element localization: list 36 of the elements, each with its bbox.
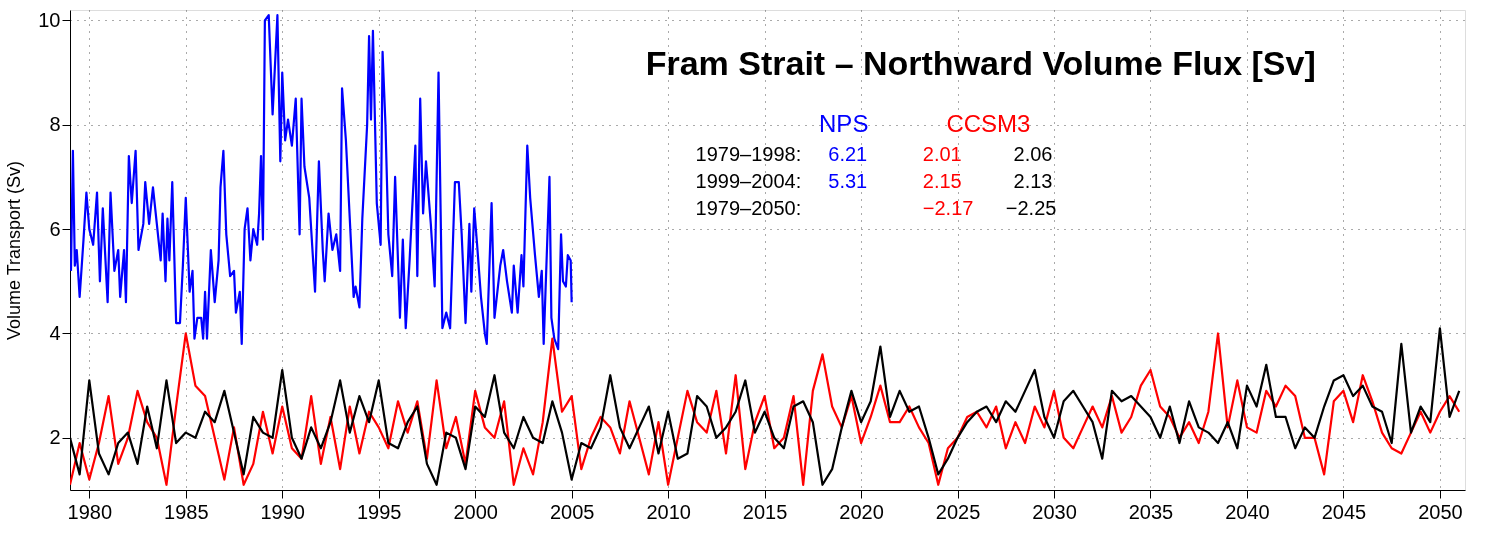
annotation: 1979–2050: (695, 197, 802, 220)
annotation: 1999–2004: (695, 170, 802, 193)
y-tick-label: 8 (49, 113, 61, 136)
text: Fram Strait – Northward Volume Flux [Sv] (645, 44, 1316, 83)
x-tick-label: 1980 (67, 500, 113, 523)
y-tick-label: 10 (38, 8, 61, 31)
x-tick-label: 1995 (356, 500, 402, 523)
annotation: 2.06 (1013, 143, 1053, 166)
x-tick-label: 2020 (839, 500, 884, 523)
y-tick-label: 4 (49, 321, 61, 344)
x-tick-label: 2030 (1032, 500, 1077, 523)
line-series (70, 14, 573, 351)
annotation: −2.17 (922, 197, 974, 220)
x-tick-label: 2010 (646, 500, 691, 523)
annotation: 2.15 (922, 170, 962, 193)
y-tick-label: 6 (49, 217, 61, 240)
text: NPS (819, 109, 869, 137)
x-tick-label: 2025 (935, 500, 981, 523)
x-tick-label: 1985 (164, 500, 209, 523)
x-tick-label: 2045 (1321, 500, 1367, 523)
annotation: 5.31 (828, 170, 868, 193)
text: CCSM3 (946, 109, 1031, 137)
annotation: 2.13 (1013, 170, 1053, 193)
y-tick-label: 2 (49, 426, 61, 449)
annotation: 2.01 (922, 143, 962, 166)
x-tick-label: 2050 (1418, 500, 1463, 523)
x-tick-label: 2040 (1225, 500, 1270, 523)
annotation: 6.21 (828, 143, 868, 166)
x-tick-label: 2005 (549, 500, 595, 523)
x-tick-label: 1990 (260, 500, 305, 523)
annotation: −2.25 (1005, 197, 1057, 220)
y-axis-title: Volume Transport (Sv) (4, 160, 25, 341)
annotation: 1979–1998: (695, 143, 802, 166)
x-tick-label: 2035 (1128, 500, 1174, 523)
x-tick-label: 2000 (453, 500, 498, 523)
x-tick-label: 2015 (742, 500, 788, 523)
